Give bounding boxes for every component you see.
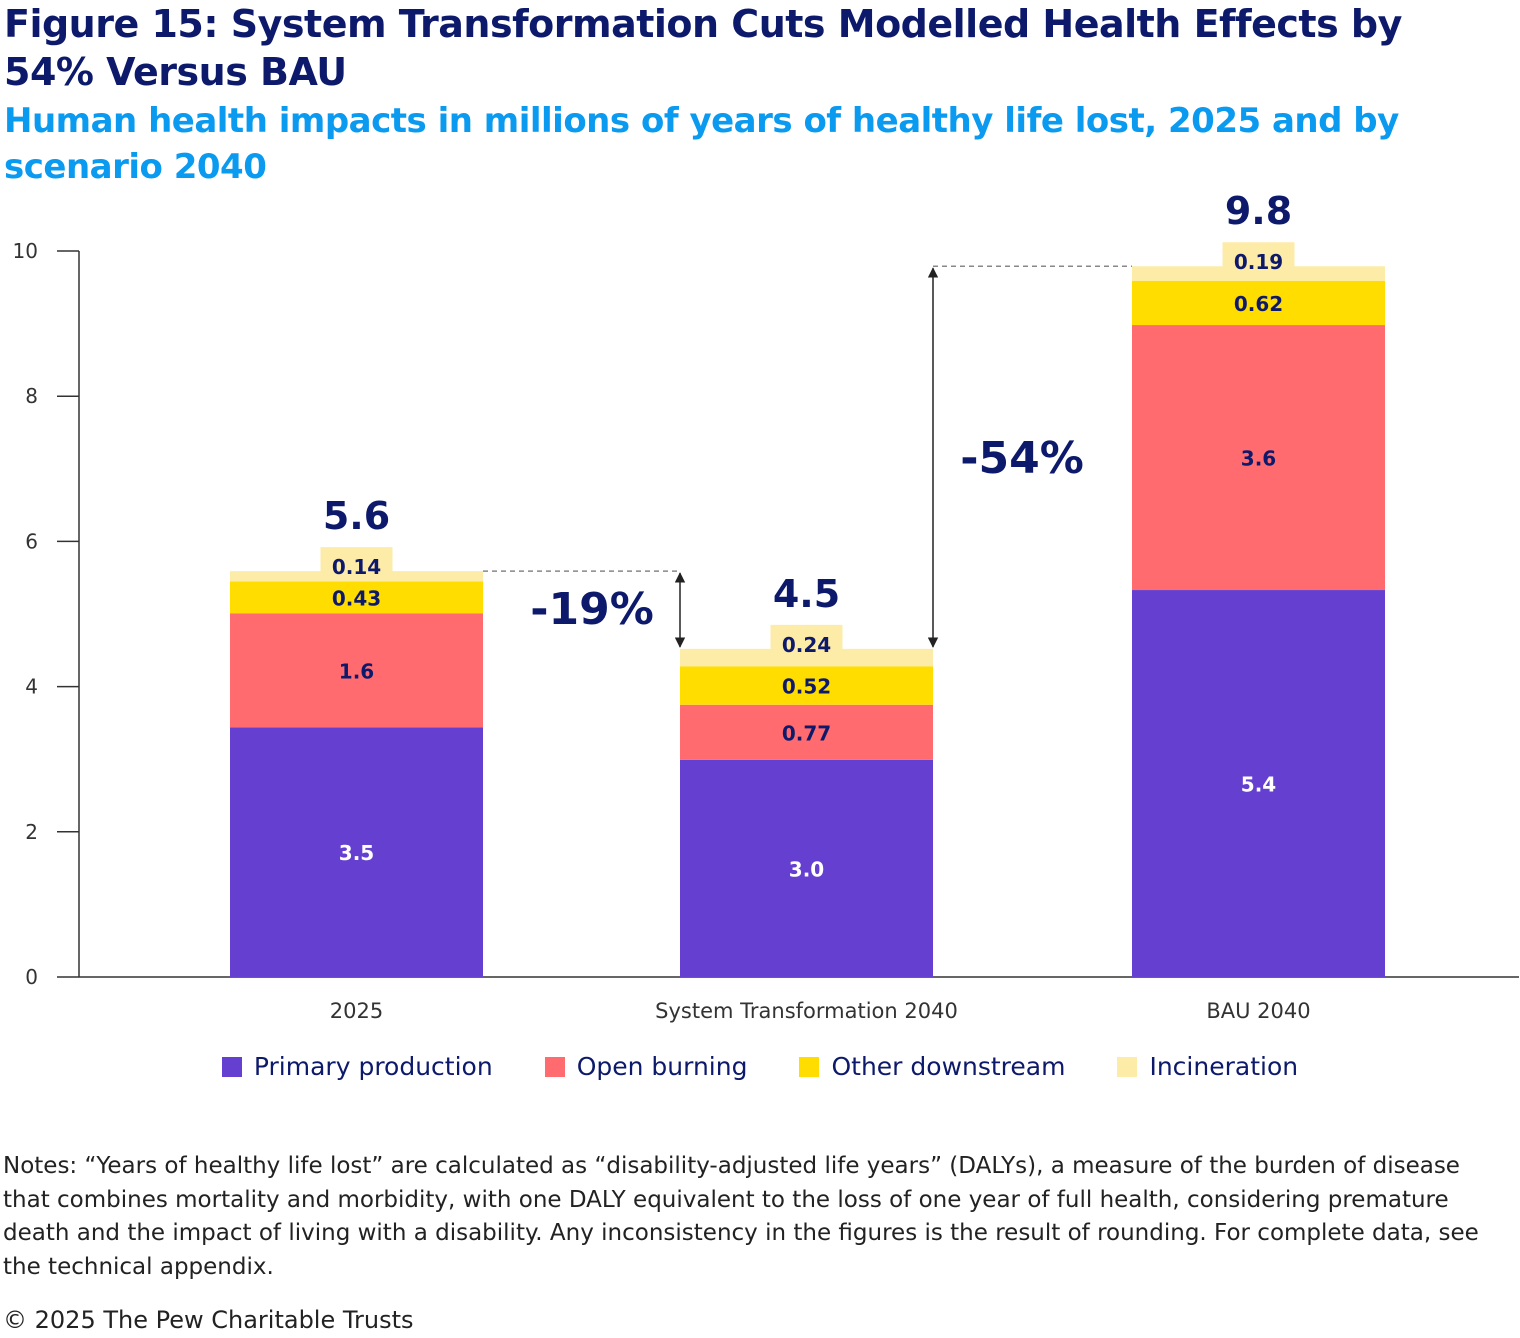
legend-swatch bbox=[221, 1056, 242, 1077]
copyright: © 2025 The Pew Charitable Trusts bbox=[3, 1306, 414, 1334]
legend-item-incineration: Incineration bbox=[1117, 1052, 1298, 1081]
label-tab bbox=[1222, 242, 1295, 274]
total-label: 5.6 bbox=[323, 494, 390, 538]
bar-segment-primary-production bbox=[680, 759, 933, 977]
chart-subtitle: Human health impacts in millions of year… bbox=[4, 101, 1399, 187]
bar-segment-open-burning bbox=[1132, 325, 1385, 591]
total-label: 4.5 bbox=[773, 572, 840, 616]
legend-swatch bbox=[544, 1056, 565, 1077]
y-tick-label: 6 bbox=[25, 529, 38, 553]
legend-item-other-downstream: Other downstream bbox=[799, 1052, 1065, 1081]
data-label: 5.4 bbox=[1241, 773, 1276, 797]
change-label: -19% bbox=[530, 584, 654, 635]
bar-segment-other-downstream bbox=[680, 666, 933, 705]
y-tick-label: 2 bbox=[25, 820, 38, 844]
chart-title: Figure 15: System Transformation Cuts Mo… bbox=[4, 2, 1402, 94]
legend-swatch bbox=[1117, 1056, 1138, 1077]
legend-item-open-burning: Open burning bbox=[544, 1052, 748, 1081]
y-tick-label: 4 bbox=[25, 675, 38, 699]
total-label: 9.8 bbox=[1225, 189, 1292, 233]
x-tick-label: 2025 bbox=[330, 999, 383, 1023]
change-label: -54% bbox=[960, 433, 1084, 484]
x-tick-label: System Transformation 2040 bbox=[655, 999, 958, 1023]
label-tab bbox=[770, 624, 843, 658]
bar-segment-other-downstream bbox=[230, 581, 483, 614]
y-tick-label: 10 bbox=[13, 239, 38, 263]
data-label: 1.6 bbox=[339, 659, 374, 683]
data-label: 3.0 bbox=[789, 857, 824, 881]
bar-segment-other-downstream bbox=[1132, 280, 1385, 326]
data-label: 0.19 bbox=[1234, 250, 1283, 274]
x-tick-label: BAU 2040 bbox=[1206, 999, 1310, 1023]
stacked-bar-chart: 0 2 4 6 8 10 3.5 1.6 0.43 0.14 5.6 2025 3.0 0.77 0.52 0… bbox=[13, 189, 1519, 1023]
legend: Primary production Open burning Other do… bbox=[0, 1052, 1520, 1081]
data-label: 0.62 bbox=[1234, 292, 1283, 316]
legend-label: Open burning bbox=[576, 1052, 748, 1081]
data-label: 0.43 bbox=[332, 586, 381, 610]
data-label: 0.14 bbox=[332, 555, 381, 579]
y-tick-label: 0 bbox=[25, 965, 38, 989]
data-label: 0.77 bbox=[782, 721, 831, 745]
bar-segment-open-burning bbox=[680, 704, 933, 760]
bar-segment-incineration bbox=[680, 648, 933, 667]
legend-label: Other downstream bbox=[831, 1052, 1066, 1081]
bar-segment-open-burning bbox=[230, 613, 483, 728]
y-tick-label: 8 bbox=[25, 384, 38, 408]
data-label: 0.24 bbox=[782, 633, 831, 657]
label-tab bbox=[320, 547, 393, 577]
notes: Notes: “Years of healthy life lost” are … bbox=[3, 1153, 1479, 1280]
legend-label: Incineration bbox=[1149, 1052, 1299, 1081]
legend-label: Primary production bbox=[253, 1052, 493, 1081]
bar-segment-primary-production bbox=[1132, 590, 1385, 977]
legend-item-primary-production: Primary production bbox=[221, 1052, 493, 1081]
legend-swatch bbox=[799, 1056, 820, 1077]
data-label: 3.6 bbox=[1241, 447, 1276, 471]
data-label: 3.5 bbox=[339, 841, 374, 865]
data-label: 0.52 bbox=[782, 675, 831, 699]
bar-segment-primary-production bbox=[230, 727, 483, 977]
